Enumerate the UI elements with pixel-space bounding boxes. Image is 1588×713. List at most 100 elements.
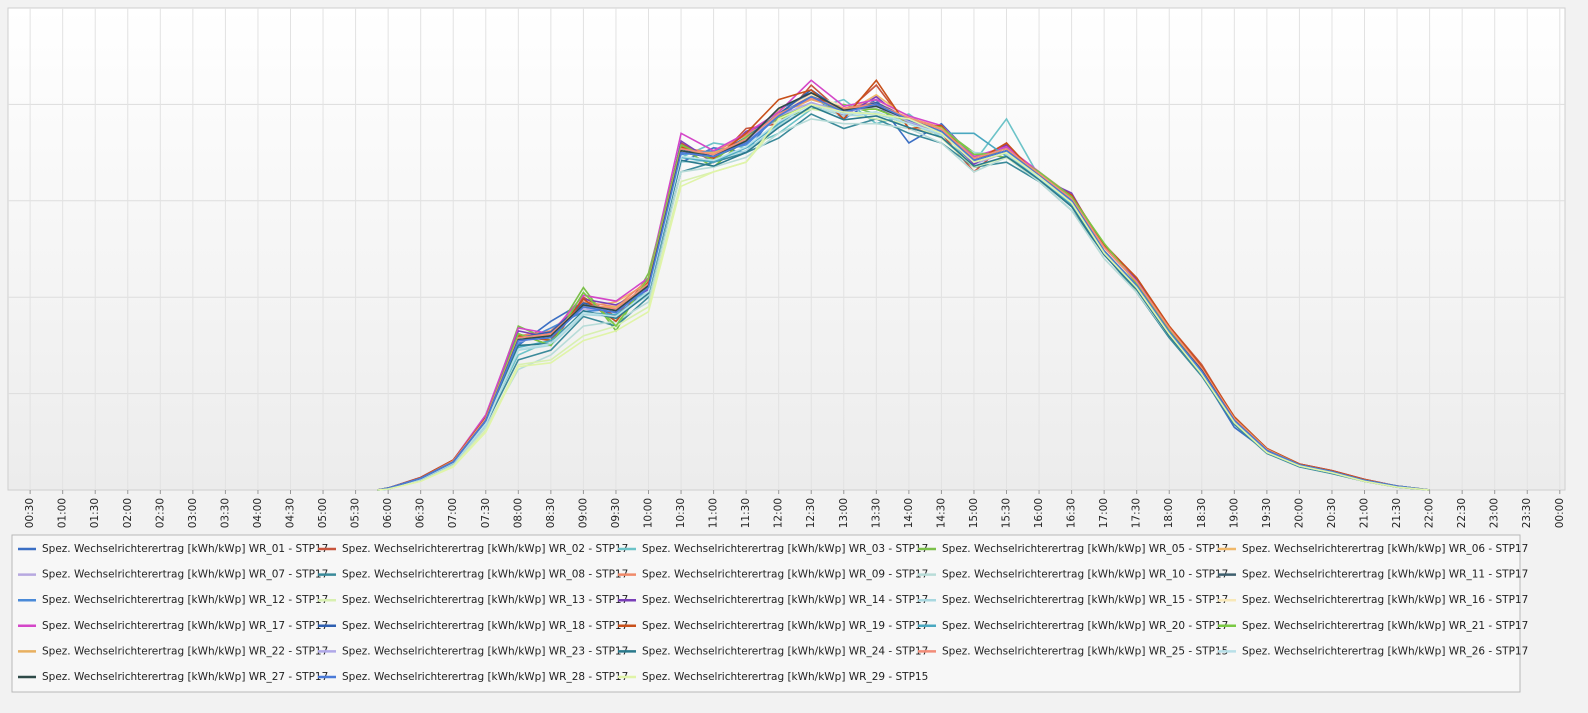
x-tick-label: 06:00 bbox=[382, 498, 394, 528]
legend-item: Spez. Wechselrichterertrag [kWh/kWp] WR_… bbox=[1218, 620, 1528, 632]
legend-item: Spez. Wechselrichterertrag [kWh/kWp] WR_… bbox=[618, 671, 928, 683]
x-tick-label: 20:00 bbox=[1293, 498, 1305, 528]
x-tick-label: 15:30 bbox=[1001, 498, 1013, 528]
legend-item: Spez. Wechselrichterertrag [kWh/kWp] WR_… bbox=[918, 645, 1228, 657]
legend-item: Spez. Wechselrichterertrag [kWh/kWp] WR_… bbox=[318, 671, 628, 683]
legend-item: Spez. Wechselrichterertrag [kWh/kWp] WR_… bbox=[1218, 594, 1528, 606]
legend-label: Spez. Wechselrichterertrag [kWh/kWp] WR_… bbox=[42, 543, 328, 555]
x-tick-label: 16:30 bbox=[1066, 498, 1078, 528]
x-tick-label: 22:30 bbox=[1456, 498, 1468, 528]
plot-area bbox=[7, 7, 1566, 491]
legend-box bbox=[11, 534, 1521, 693]
x-tick-label: 03:00 bbox=[187, 498, 199, 528]
legend-label: Spez. Wechselrichterertrag [kWh/kWp] WR_… bbox=[42, 569, 328, 581]
x-tick-label: 13:30 bbox=[870, 498, 882, 528]
legend-label: Spez. Wechselrichterertrag [kWh/kWp] WR_… bbox=[942, 620, 1228, 632]
x-tick-label: 10:00 bbox=[643, 498, 655, 528]
legend-label: Spez. Wechselrichterertrag [kWh/kWp] WR_… bbox=[942, 569, 1228, 581]
legend: Spez. Wechselrichterertrag [kWh/kWp] WR_… bbox=[18, 543, 1528, 683]
x-tick-label: 19:00 bbox=[1228, 498, 1240, 528]
x-tick-label: 07:30 bbox=[480, 498, 492, 528]
legend-label: Spez. Wechselrichterertrag [kWh/kWp] WR_… bbox=[342, 620, 628, 632]
legend-item: Spez. Wechselrichterertrag [kWh/kWp] WR_… bbox=[18, 645, 328, 657]
x-tick-label: 03:30 bbox=[219, 498, 231, 528]
legend-item: Spez. Wechselrichterertrag [kWh/kWp] WR_… bbox=[618, 645, 928, 657]
legend-label: Spez. Wechselrichterertrag [kWh/kWp] WR_… bbox=[642, 594, 928, 606]
x-tick-label: 04:00 bbox=[252, 498, 264, 528]
x-tick-label: 02:30 bbox=[154, 498, 166, 528]
x-tick-label: 01:30 bbox=[89, 498, 101, 528]
x-tick-label: 21:30 bbox=[1391, 498, 1403, 528]
legend-item: Spez. Wechselrichterertrag [kWh/kWp] WR_… bbox=[618, 569, 928, 581]
x-tick-label: 18:30 bbox=[1196, 498, 1208, 528]
x-tick-label: 12:00 bbox=[773, 498, 785, 528]
x-tick-label: 22:00 bbox=[1424, 498, 1436, 528]
legend-label: Spez. Wechselrichterertrag [kWh/kWp] WR_… bbox=[642, 543, 928, 555]
legend-label: Spez. Wechselrichterertrag [kWh/kWp] WR_… bbox=[42, 594, 328, 606]
legend-label: Spez. Wechselrichterertrag [kWh/kWp] WR_… bbox=[42, 620, 328, 632]
legend-item: Spez. Wechselrichterertrag [kWh/kWp] WR_… bbox=[18, 543, 328, 555]
legend-label: Spez. Wechselrichterertrag [kWh/kWp] WR_… bbox=[342, 671, 628, 683]
x-tick-label: 17:00 bbox=[1098, 498, 1110, 528]
x-tick-label: 11:00 bbox=[708, 498, 720, 528]
x-tick-label: 14:30 bbox=[935, 498, 947, 528]
x-tick-label: 18:00 bbox=[1163, 498, 1175, 528]
legend-label: Spez. Wechselrichterertrag [kWh/kWp] WR_… bbox=[1242, 645, 1528, 657]
legend-item: Spez. Wechselrichterertrag [kWh/kWp] WR_… bbox=[918, 620, 1228, 632]
legend-label: Spez. Wechselrichterertrag [kWh/kWp] WR_… bbox=[642, 645, 928, 657]
x-tick-label: 11:30 bbox=[740, 498, 752, 528]
grid bbox=[8, 8, 1565, 490]
x-tick-label: 01:00 bbox=[57, 498, 69, 528]
x-tick-label: 05:30 bbox=[350, 498, 362, 528]
legend-label: Spez. Wechselrichterertrag [kWh/kWp] WR_… bbox=[1242, 543, 1528, 555]
x-tick-label: 07:00 bbox=[447, 498, 459, 528]
legend-item: Spez. Wechselrichterertrag [kWh/kWp] WR_… bbox=[1218, 569, 1528, 581]
x-tick-label: 08:30 bbox=[545, 498, 557, 528]
x-tick-label: 12:30 bbox=[805, 498, 817, 528]
legend-label: Spez. Wechselrichterertrag [kWh/kWp] WR_… bbox=[642, 620, 928, 632]
legend-label: Spez. Wechselrichterertrag [kWh/kWp] WR_… bbox=[342, 594, 628, 606]
legend-label: Spez. Wechselrichterertrag [kWh/kWp] WR_… bbox=[42, 645, 328, 657]
x-tick-label: 14:00 bbox=[903, 498, 915, 528]
x-axis: 00:30 01:00 01:30 02:00 02:30 03:00 03:30 04:00… bbox=[24, 490, 1566, 528]
series-line bbox=[376, 95, 1430, 491]
x-tick-label: 08:00 bbox=[512, 498, 524, 528]
legend-item: Spez. Wechselrichterertrag [kWh/kWp] WR_… bbox=[18, 671, 328, 683]
legend-label: Spez. Wechselrichterertrag [kWh/kWp] WR_… bbox=[942, 645, 1228, 657]
x-tick-label: 23:30 bbox=[1521, 498, 1533, 528]
x-tick-label: 00:30 bbox=[24, 498, 36, 528]
x-tick-label: 15:00 bbox=[968, 498, 980, 528]
x-tick-label: 02:00 bbox=[122, 498, 134, 528]
legend-label: Spez. Wechselrichterertrag [kWh/kWp] WR_… bbox=[1242, 620, 1528, 632]
legend-item: Spez. Wechselrichterertrag [kWh/kWp] WR_… bbox=[318, 569, 628, 581]
x-tick-label: 19:30 bbox=[1261, 498, 1273, 528]
legend-label: Spez. Wechselrichterertrag [kWh/kWp] WR_… bbox=[642, 671, 928, 683]
x-tick-label: 21:00 bbox=[1359, 498, 1371, 528]
legend-label: Spez. Wechselrichterertrag [kWh/kWp] WR_… bbox=[42, 671, 328, 683]
legend-item: Spez. Wechselrichterertrag [kWh/kWp] WR_… bbox=[918, 569, 1228, 581]
x-tick-label: 04:30 bbox=[284, 498, 296, 528]
legend-item: Spez. Wechselrichterertrag [kWh/kWp] WR_… bbox=[618, 543, 928, 555]
legend-item: Spez. Wechselrichterertrag [kWh/kWp] WR_… bbox=[318, 594, 628, 606]
legend-label: Spez. Wechselrichterertrag [kWh/kWp] WR_… bbox=[342, 569, 628, 581]
legend-item: Spez. Wechselrichterertrag [kWh/kWp] WR_… bbox=[618, 620, 928, 632]
legend-label: Spez. Wechselrichterertrag [kWh/kWp] WR_… bbox=[1242, 569, 1528, 581]
legend-label: Spez. Wechselrichterertrag [kWh/kWp] WR_… bbox=[942, 543, 1228, 555]
legend-item: Spez. Wechselrichterertrag [kWh/kWp] WR_… bbox=[618, 594, 928, 606]
x-tick-label: 13:00 bbox=[838, 498, 850, 528]
x-tick-label: 09:30 bbox=[610, 498, 622, 528]
x-tick-label: 05:00 bbox=[317, 498, 329, 528]
lines bbox=[376, 78, 1430, 491]
x-tick-label: 17:30 bbox=[1131, 498, 1143, 528]
legend-item: Spez. Wechselrichterertrag [kWh/kWp] WR_… bbox=[1218, 543, 1528, 555]
legend-label: Spez. Wechselrichterertrag [kWh/kWp] WR_… bbox=[342, 543, 628, 555]
x-tick-label: 23:00 bbox=[1489, 498, 1501, 528]
legend-item: Spez. Wechselrichterertrag [kWh/kWp] WR_… bbox=[18, 569, 328, 581]
x-tick-label: 20:30 bbox=[1326, 498, 1338, 528]
legend-item: Spez. Wechselrichterertrag [kWh/kWp] WR_… bbox=[1218, 645, 1528, 657]
legend-label: Spez. Wechselrichterertrag [kWh/kWp] WR_… bbox=[342, 645, 628, 657]
x-tick-label: 06:30 bbox=[415, 498, 427, 528]
series-line bbox=[376, 97, 1430, 491]
